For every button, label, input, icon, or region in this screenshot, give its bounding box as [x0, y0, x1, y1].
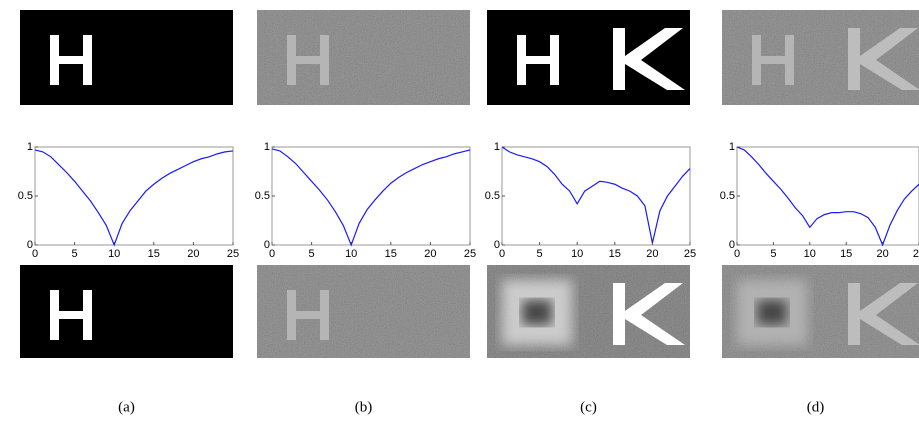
x-tick-label: 10 [571, 248, 583, 260]
reconstruction-core [757, 300, 787, 325]
x-tick-label: 15 [148, 248, 160, 260]
x-tick-label: 15 [385, 248, 397, 260]
image-panel [20, 10, 233, 105]
x-tick-label: 10 [108, 248, 120, 260]
y-tick-label: 0 [729, 239, 735, 251]
image-noise [722, 10, 919, 105]
plot-frame [502, 147, 690, 245]
x-tick-label: 20 [424, 248, 436, 260]
y-tick-label: 0.5 [255, 190, 270, 202]
plot-frame [737, 147, 919, 245]
x-tick-label: 15 [609, 248, 621, 260]
y-tick-label: 1 [729, 141, 735, 153]
y-tick-label: 0.5 [18, 190, 33, 202]
subfigure-caption: (c) [580, 399, 597, 415]
image-panel [722, 265, 919, 358]
x-tick-label: 20 [187, 248, 199, 260]
image-panel [722, 10, 919, 105]
plot-frame [35, 147, 233, 245]
x-tick-label: 25 [227, 248, 239, 260]
x-tick-label: 15 [840, 248, 852, 260]
letter-stroke [50, 56, 92, 64]
image-panel [257, 265, 470, 358]
x-tick-label: 5 [770, 248, 776, 260]
letter-stroke [287, 56, 329, 64]
x-tick-label: 20 [646, 248, 658, 260]
y-tick-label: 1 [27, 141, 33, 153]
image-panel [487, 265, 690, 358]
y-tick-label: 0 [494, 239, 500, 251]
reconstruction-core [522, 300, 552, 325]
x-tick-label: 20 [876, 248, 888, 260]
y-tick-label: 0 [27, 239, 33, 251]
letter-stroke [752, 56, 794, 64]
y-tick-label: 0 [264, 239, 270, 251]
subfigure-caption: (d) [807, 399, 825, 415]
x-tick-label: 25 [684, 248, 696, 260]
subfigure-caption: (b) [355, 399, 373, 415]
x-tick-label: 25 [913, 248, 919, 260]
x-tick-label: 5 [309, 248, 315, 260]
x-tick-label: 5 [537, 248, 543, 260]
y-tick-label: 0.5 [720, 190, 735, 202]
x-tick-label: 10 [804, 248, 816, 260]
letter-stroke [517, 56, 559, 64]
subfigure-caption: (a) [118, 399, 135, 415]
image-panel [20, 265, 233, 358]
image-panel [257, 10, 470, 105]
image-panel [487, 10, 690, 105]
y-tick-label: 1 [264, 141, 270, 153]
figure: 051015202500.51051015202500.510510152025… [0, 0, 919, 423]
x-tick-label: 10 [345, 248, 357, 260]
letter-stroke [50, 311, 92, 319]
x-tick-label: 25 [464, 248, 476, 260]
letter-stroke [287, 311, 329, 319]
y-tick-label: 1 [494, 141, 500, 153]
y-tick-label: 0.5 [485, 190, 500, 202]
plot-frame [272, 147, 470, 245]
x-tick-label: 5 [72, 248, 78, 260]
